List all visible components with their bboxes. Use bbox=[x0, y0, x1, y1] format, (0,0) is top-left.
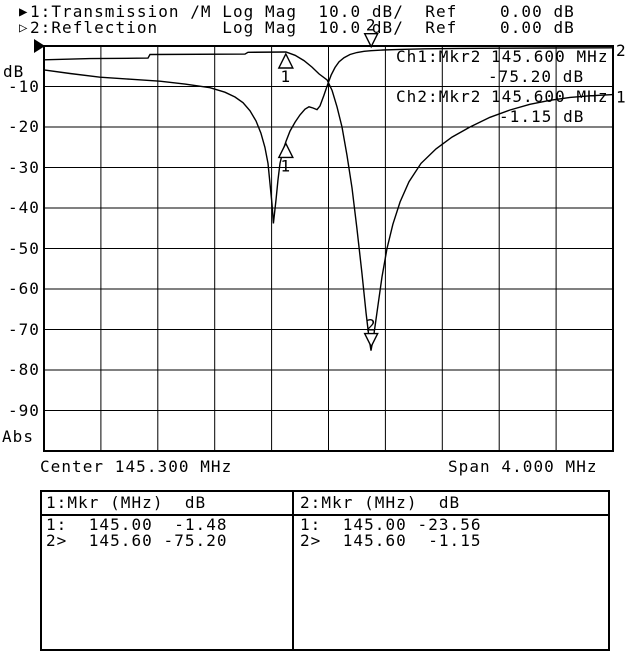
marker-1-trace-1-number: 1 bbox=[280, 67, 291, 86]
marker-table: 1:Mkr (MHz) dB 1: 145.00 -1.48 2> 145.60… bbox=[40, 490, 610, 651]
trace-2-label: 2 bbox=[616, 41, 627, 60]
y-axis-tick-label: -90 bbox=[7, 400, 40, 420]
ch1-marker-value: -75.20 dB bbox=[488, 67, 585, 86]
y-axis-tick-label: -80 bbox=[7, 360, 40, 379]
y-axis-abs-label: Abs bbox=[2, 427, 35, 446]
y-axis-tick-label: -10 bbox=[7, 76, 40, 96]
marker-table-ch1-row1: 1: 145.00 -1.48 bbox=[46, 515, 228, 534]
y-axis-unit-label: dB bbox=[3, 62, 25, 81]
y-axis-tick-label: -70 bbox=[7, 319, 40, 339]
trace-2 bbox=[43, 47, 614, 224]
ch1-marker-readout-label: Ch1:Mkr2 bbox=[396, 47, 482, 66]
y-axis-tick-label: -30 bbox=[7, 157, 40, 177]
y-axis-tick-label: -40 bbox=[7, 198, 40, 217]
marker-2-trace-1-number: 2 bbox=[366, 316, 377, 335]
y-axis-tick-label: -50 bbox=[7, 238, 40, 258]
marker-1-trace-2-icon bbox=[277, 141, 294, 159]
channel2-active-icon: ▷ bbox=[19, 20, 28, 36]
marker-2-trace-1-icon bbox=[363, 332, 379, 349]
span-label: Span 4.000 MHz bbox=[448, 457, 598, 476]
marker-table-header-rule bbox=[42, 514, 608, 516]
marker-table-divider bbox=[292, 492, 294, 649]
ch1-marker-frequency: 145.600 MHz bbox=[491, 47, 609, 66]
marker-2-trace-2-number: 2 bbox=[366, 16, 377, 35]
marker-table-ch2-header: 2:Mkr (MHz) dB bbox=[300, 493, 461, 512]
channel1-header: 1:Transmission /M Log Mag 10.0 dB/ Ref 0… bbox=[30, 2, 575, 21]
graticule-border bbox=[43, 45, 614, 452]
y-axis-tick-label: -20 bbox=[7, 117, 40, 136]
y-axis-tick-label: -60 bbox=[7, 279, 40, 298]
marker-1-trace-1-icon bbox=[277, 52, 294, 69]
ch2-marker-value: -1.15 dB bbox=[499, 107, 585, 126]
trace-1-label: 1 bbox=[616, 88, 627, 107]
ch2-marker-frequency: 145.600 MHz bbox=[491, 87, 609, 106]
marker-table-ch2-row1: 1: 145.00 -23.56 bbox=[300, 515, 482, 534]
center-frequency-label: Center 145.300 MHz bbox=[40, 457, 233, 476]
marker-table-ch1-row2: 2> 145.60 -75.20 bbox=[46, 531, 228, 550]
marker-table-ch2-row2: 2> 145.60 -1.15 bbox=[300, 531, 482, 550]
marker-table-ch1-header: 1:Mkr (MHz) dB bbox=[46, 493, 207, 512]
channel1-active-icon: ▶ bbox=[19, 4, 28, 20]
marker-2-trace-2-icon bbox=[363, 32, 379, 49]
channel2-header: 2:Reflection Log Mag 10.0 dB/ Ref 0.00 d… bbox=[30, 18, 575, 37]
reference-level-icon bbox=[34, 39, 45, 53]
trace-1 bbox=[43, 51, 614, 351]
ch2-marker-readout-label: Ch2:Mkr2 bbox=[396, 87, 482, 106]
marker-1-trace-2-number: 1 bbox=[280, 156, 291, 175]
